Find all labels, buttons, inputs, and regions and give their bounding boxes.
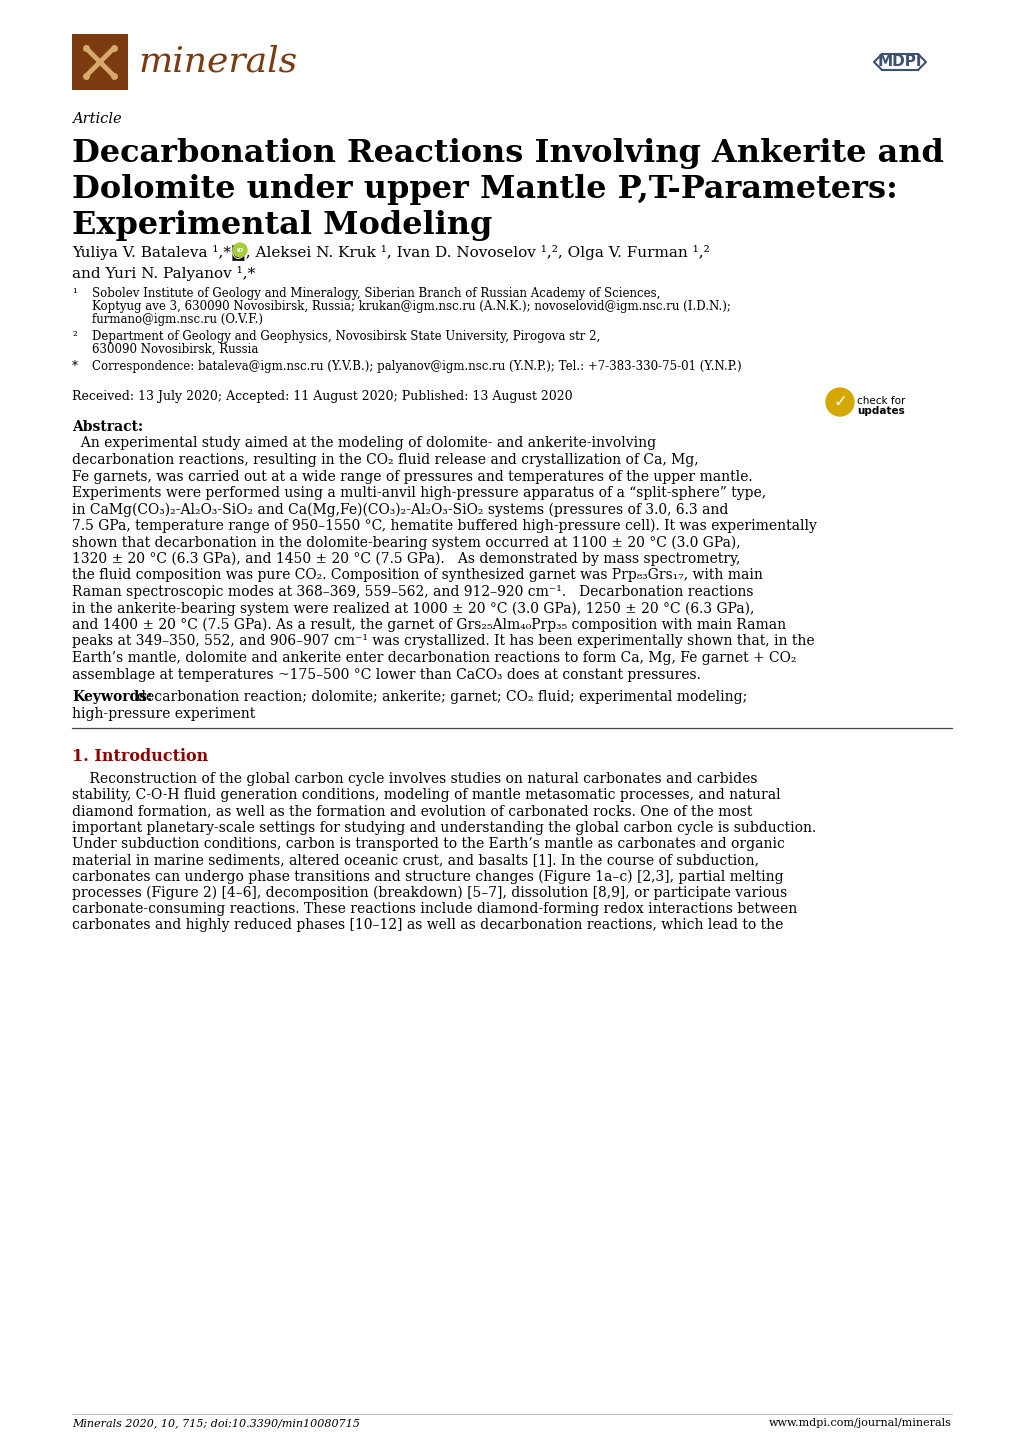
Text: Article: Article xyxy=(72,112,121,125)
Text: Earth’s mantle, dolomite and ankerite enter decarbonation reactions to form Ca, : Earth’s mantle, dolomite and ankerite en… xyxy=(72,650,796,665)
Text: minerals: minerals xyxy=(138,45,297,79)
Text: stability, C-O-H fluid generation conditions, modeling of mantle metasomatic pro: stability, C-O-H fluid generation condit… xyxy=(72,789,780,802)
Text: peaks at 349–350, 552, and 906–907 cm⁻¹ was crystallized. It has been experiment: peaks at 349–350, 552, and 906–907 cm⁻¹ … xyxy=(72,634,814,649)
Text: Decarbonation Reactions Involving Ankerite and: Decarbonation Reactions Involving Ankeri… xyxy=(72,138,943,169)
Text: ²: ² xyxy=(72,330,76,343)
Text: and Yuri N. Palyanov ¹,*: and Yuri N. Palyanov ¹,* xyxy=(72,265,255,281)
Text: Koptyug ave 3, 630090 Novosibirsk, Russia; krukan@igm.nsc.ru (A.N.K.); novoselov: Koptyug ave 3, 630090 Novosibirsk, Russi… xyxy=(92,300,731,313)
Text: Received: 13 July 2020; Accepted: 11 August 2020; Published: 13 August 2020: Received: 13 July 2020; Accepted: 11 Aug… xyxy=(72,389,572,402)
Text: Raman spectroscopic modes at 368–369, 559–562, and 912–920 cm⁻¹.   Decarbonation: Raman spectroscopic modes at 368–369, 55… xyxy=(72,585,753,598)
Text: high-pressure experiment: high-pressure experiment xyxy=(72,707,255,721)
Text: Dolomite under upper Mantle P,T-Parameters:: Dolomite under upper Mantle P,T-Paramete… xyxy=(72,174,897,205)
Circle shape xyxy=(825,388,853,415)
Text: in CaMg(CO₃)₂-Al₂O₃-SiO₂ and Ca(Mg,Fe)(CO₃)₂-Al₂O₃-SiO₂ systems (pressures of 3.: in CaMg(CO₃)₂-Al₂O₃-SiO₂ and Ca(Mg,Fe)(C… xyxy=(72,502,728,516)
FancyBboxPatch shape xyxy=(72,35,127,89)
Text: Minerals 2020, 10, 715; doi:10.3390/min10080715: Minerals 2020, 10, 715; doi:10.3390/min1… xyxy=(72,1417,360,1428)
Text: decarbonation reaction; dolomite; ankerite; garnet; CO₂ fluid; experimental mode: decarbonation reaction; dolomite; ankeri… xyxy=(137,691,747,704)
Text: www.mdpi.com/journal/minerals: www.mdpi.com/journal/minerals xyxy=(768,1417,951,1428)
Text: check for: check for xyxy=(856,397,905,407)
Text: 1. Introduction: 1. Introduction xyxy=(72,748,208,766)
Text: processes (Figure 2) [4–6], decomposition (breakdown) [5–7], dissolution [8,9], : processes (Figure 2) [4–6], decompositio… xyxy=(72,885,787,900)
Text: Keywords:: Keywords: xyxy=(72,691,152,704)
Text: Experimental Modeling: Experimental Modeling xyxy=(72,211,492,241)
Circle shape xyxy=(232,244,247,257)
Text: the fluid composition was pure CO₂. Composition of synthesized garnet was Prp₈₃G: the fluid composition was pure CO₂. Comp… xyxy=(72,568,762,583)
Text: Experiments were performed using a multi-anvil high-pressure apparatus of a “spl: Experiments were performed using a multi… xyxy=(72,486,765,500)
Text: carbonates and highly reduced phases [10–12] as well as decarbonation reactions,: carbonates and highly reduced phases [10… xyxy=(72,917,783,932)
Text: in the ankerite-bearing system were realized at 1000 ± 20 °C (3.0 GPa), 1250 ± 2: in the ankerite-bearing system were real… xyxy=(72,601,754,616)
Text: Abstract:: Abstract: xyxy=(72,420,143,434)
Text: Correspondence: bataleva@igm.nsc.ru (Y.V.B.); palyanov@igm.nsc.ru (Y.N.P.); Tel.: Correspondence: bataleva@igm.nsc.ru (Y.V… xyxy=(92,360,741,373)
Text: carbonates can undergo phase transitions and structure changes (Figure 1a–c) [2,: carbonates can undergo phase transitions… xyxy=(72,870,783,884)
Text: Department of Geology and Geophysics, Novosibirsk State University, Pirogova str: Department of Geology and Geophysics, No… xyxy=(92,330,599,343)
Text: Under subduction conditions, carbon is transported to the Earth’s mantle as carb: Under subduction conditions, carbon is t… xyxy=(72,836,784,851)
Text: Fe garnets, was carried out at a wide range of pressures and temperatures of the: Fe garnets, was carried out at a wide ra… xyxy=(72,470,752,483)
Text: Reconstruction of the global carbon cycle involves studies on natural carbonates: Reconstruction of the global carbon cycl… xyxy=(72,771,757,786)
Text: 630090 Novosibirsk, Russia: 630090 Novosibirsk, Russia xyxy=(92,343,258,356)
Text: decarbonation reactions, resulting in the CO₂ fluid release and crystallization : decarbonation reactions, resulting in th… xyxy=(72,453,698,467)
Text: Sobolev Institute of Geology and Mineralogy, Siberian Branch of Russian Academy : Sobolev Institute of Geology and Mineral… xyxy=(92,287,659,300)
Text: 7.5 GPa, temperature range of 950–1550 °C, hematite buffered high-pressure cell): 7.5 GPa, temperature range of 950–1550 °… xyxy=(72,519,816,534)
Text: material in marine sediments, altered oceanic crust, and basalts [1]. In the cou: material in marine sediments, altered oc… xyxy=(72,854,758,867)
Text: An experimental study aimed at the modeling of dolomite- and ankerite-involving: An experimental study aimed at the model… xyxy=(72,437,655,450)
Text: ✓: ✓ xyxy=(833,394,846,411)
Text: diamond formation, as well as the formation and evolution of carbonated rocks. O: diamond formation, as well as the format… xyxy=(72,805,752,819)
Text: Yuliya V. Bataleva ¹,*◙, Aleksei N. Kruk ¹, Ivan D. Novoselov ¹,², Olga V. Furma: Yuliya V. Bataleva ¹,*◙, Aleksei N. Kruk… xyxy=(72,244,709,260)
Text: assemblage at temperatures ~175–500 °C lower than CaCO₃ does at constant pressur: assemblage at temperatures ~175–500 °C l… xyxy=(72,668,700,682)
Text: updates: updates xyxy=(856,407,904,415)
Text: iD: iD xyxy=(236,248,244,252)
Text: 1320 ± 20 °C (6.3 GPa), and 1450 ± 20 °C (7.5 GPa).   As demonstrated by mass sp: 1320 ± 20 °C (6.3 GPa), and 1450 ± 20 °C… xyxy=(72,552,740,567)
Text: furmano@igm.nsc.ru (O.V.F.): furmano@igm.nsc.ru (O.V.F.) xyxy=(92,313,263,326)
Text: MDPI: MDPI xyxy=(877,55,921,69)
Text: ¹: ¹ xyxy=(72,287,76,300)
Text: carbonate-consuming reactions. These reactions include diamond-forming redox int: carbonate-consuming reactions. These rea… xyxy=(72,901,797,916)
Text: *: * xyxy=(72,360,77,373)
Text: important planetary-scale settings for studying and understanding the global car: important planetary-scale settings for s… xyxy=(72,820,815,835)
Text: shown that decarbonation in the dolomite-bearing system occurred at 1100 ± 20 °C: shown that decarbonation in the dolomite… xyxy=(72,535,740,549)
Text: and 1400 ± 20 °C (7.5 GPa). As a result, the garnet of Grs₂₅Alm₄₀Prp₃₅ compositi: and 1400 ± 20 °C (7.5 GPa). As a result,… xyxy=(72,619,786,633)
